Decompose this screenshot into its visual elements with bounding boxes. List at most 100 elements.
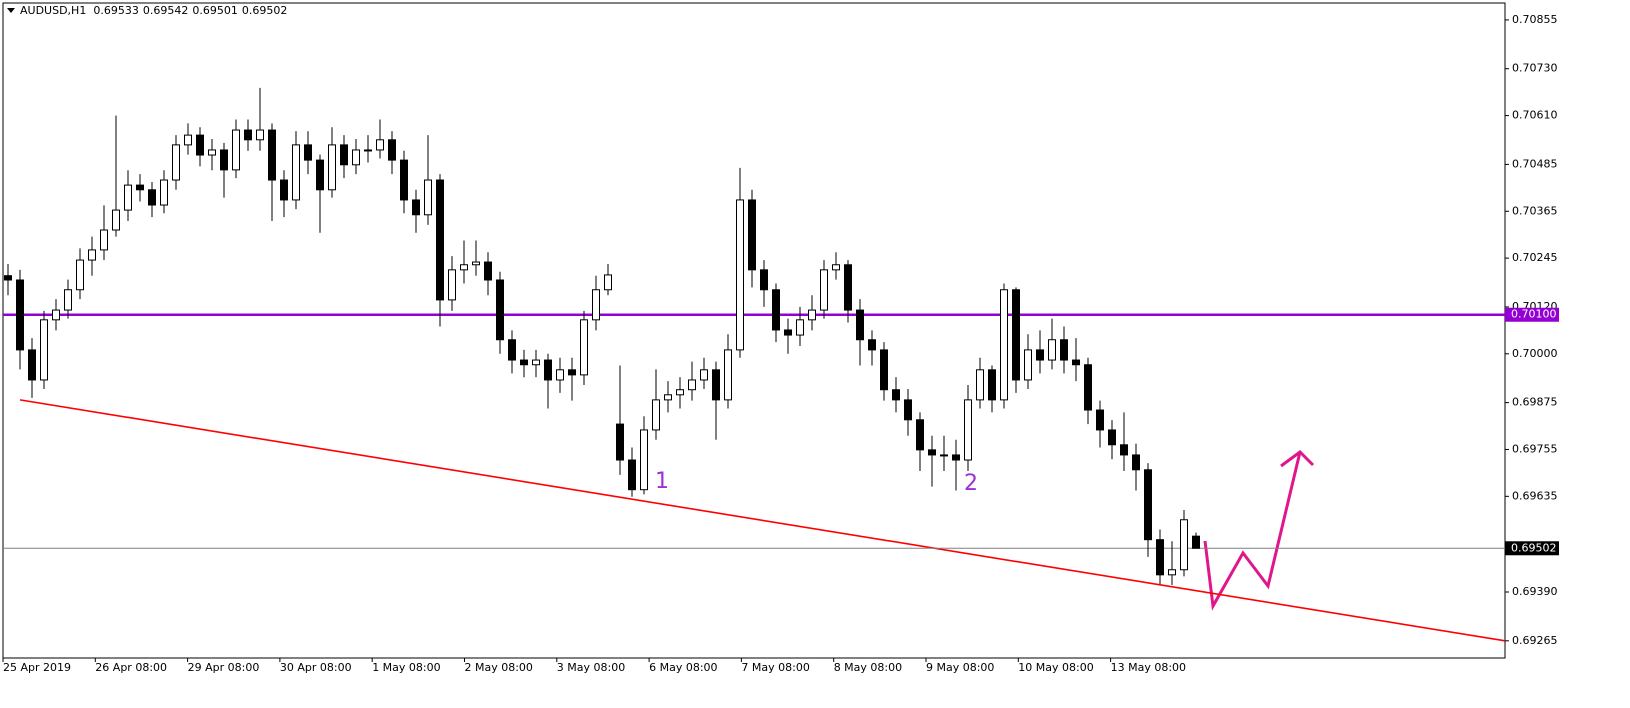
candle-body (400, 159, 408, 201)
candle-body (616, 423, 624, 461)
candle-body (160, 179, 168, 206)
candle-body (1168, 569, 1176, 576)
x-tick-label: 6 May 08:00 (649, 661, 717, 674)
y-tick-label: 0.69390 (1512, 585, 1558, 598)
x-tick-label: 10 May 08:00 (1018, 661, 1093, 674)
y-tick-label: 0.70485 (1512, 157, 1558, 170)
candle-body (28, 349, 36, 381)
y-tick-label: 0.69265 (1512, 634, 1558, 647)
candle-body (148, 189, 156, 206)
candle-body (760, 269, 768, 291)
price-label-box (1505, 307, 1559, 322)
x-tick-label: 13 May 08:00 (1111, 661, 1186, 674)
candle-body (460, 264, 468, 271)
candle-body (1012, 289, 1020, 381)
candle-body (124, 184, 132, 211)
y-tick-label: 0.70245 (1512, 251, 1558, 264)
candle-body (352, 149, 360, 166)
candle-body (1084, 364, 1092, 411)
candle-body (184, 134, 192, 146)
dropdown-icon[interactable] (7, 8, 15, 13)
price-label-box (1505, 541, 1559, 556)
candle-body (1000, 289, 1008, 401)
plot-frame (2, 2, 1506, 659)
y-tick-label: 0.70855 (1512, 13, 1558, 26)
arrow-head (1280, 450, 1315, 468)
x-tick-label: 8 May 08:00 (834, 661, 902, 674)
x-tick-label: 26 Apr 08:00 (95, 661, 167, 674)
candle-body (808, 309, 816, 321)
candle-body (256, 129, 264, 141)
candle-body (580, 319, 588, 376)
candle-body (532, 359, 540, 366)
quote-open: 0.69533 (93, 4, 139, 17)
quote-high: 0.69542 (143, 4, 189, 17)
candle-body (448, 269, 456, 301)
candle-body (556, 369, 564, 381)
candle-body (16, 279, 24, 351)
candle-body (1132, 454, 1140, 471)
candle-body (820, 269, 828, 311)
candle-body (304, 144, 312, 161)
candle-body (172, 144, 180, 181)
candle-body (712, 369, 720, 401)
trendline (19, 399, 1506, 642)
candle-body (880, 349, 888, 391)
annotation: 1 (655, 469, 669, 494)
candle-body (844, 264, 852, 311)
candle-body (1072, 359, 1080, 366)
candle-body (640, 429, 648, 491)
candle-body (112, 209, 120, 231)
symbol: AUDUSD,H1 (20, 4, 86, 17)
candle-body (784, 329, 792, 336)
candle-body (268, 129, 276, 181)
candle-body (340, 144, 348, 166)
candle-body (928, 449, 936, 456)
candle-body (856, 309, 864, 341)
price-label: 0.70100 (1511, 308, 1557, 321)
candle-body (868, 339, 876, 351)
price-label: 0.69502 (1511, 541, 1557, 554)
candle-body (688, 379, 696, 391)
candle-body (1144, 469, 1152, 541)
candle-body (364, 149, 372, 152)
annotation: 2 (964, 471, 978, 496)
candle-body (1060, 339, 1068, 361)
candle-body (1108, 429, 1116, 446)
candle-body (1048, 339, 1056, 361)
candle-body (40, 319, 48, 381)
candle-body (832, 264, 840, 271)
quote-close: 0.69502 (242, 4, 288, 17)
y-tick-label: 0.70730 (1512, 62, 1558, 75)
candle-body (1156, 539, 1164, 576)
candle-body (916, 419, 924, 451)
candle-body (796, 319, 804, 336)
y-tick-label: 0.69875 (1512, 396, 1558, 409)
candle-body (976, 369, 984, 401)
candle-body (232, 129, 240, 171)
x-tick-label: 7 May 08:00 (741, 661, 809, 674)
candle-body (376, 139, 384, 151)
candle-body (736, 199, 744, 351)
candle-body (424, 179, 432, 216)
projection-arrow (1203, 451, 1302, 611)
candle-body (940, 454, 948, 457)
candle-body (88, 249, 96, 261)
y-tick-label: 0.70000 (1512, 347, 1558, 360)
candle-body (676, 389, 684, 396)
candle-body (196, 134, 204, 156)
candle-body (748, 199, 756, 271)
candle-body (280, 179, 288, 201)
candle-body (964, 399, 972, 461)
candle-body (1036, 349, 1044, 361)
x-tick-label: 3 May 08:00 (557, 661, 625, 674)
candle-body (436, 179, 444, 301)
candle-body (136, 184, 144, 191)
y-tick-label: 0.69635 (1512, 489, 1558, 502)
candle-body (412, 199, 420, 216)
candle-body (988, 369, 996, 401)
quote-low: 0.69501 (192, 4, 238, 17)
x-tick-label: 9 May 08:00 (926, 661, 994, 674)
candle-body (772, 289, 780, 331)
